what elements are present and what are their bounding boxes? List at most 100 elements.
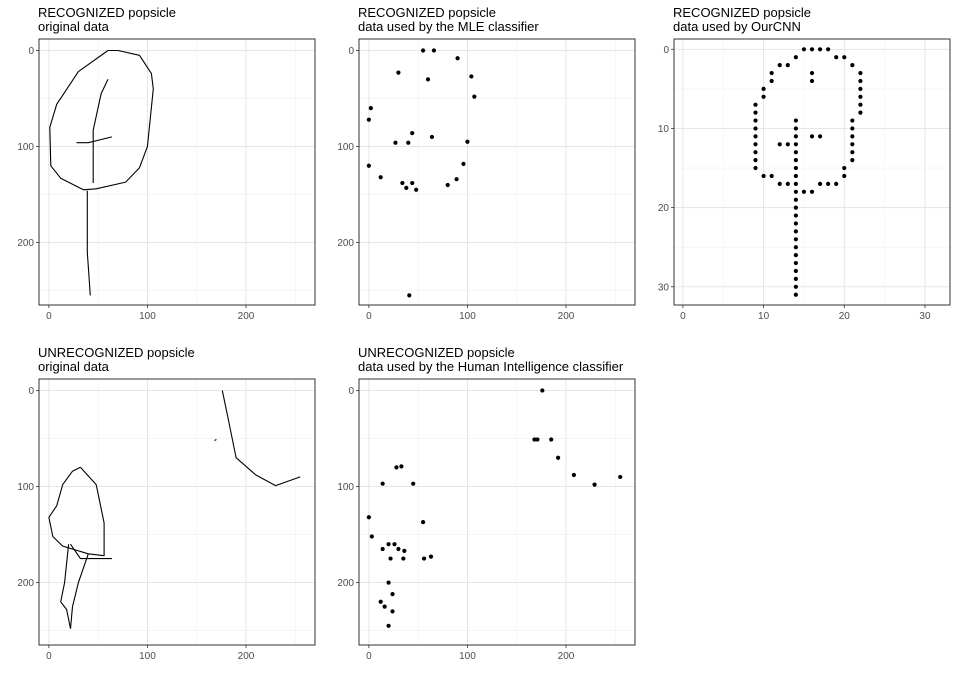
data-point bbox=[386, 580, 391, 585]
data-point bbox=[817, 47, 823, 52]
data-point bbox=[793, 165, 798, 171]
stroke-line bbox=[221, 390, 301, 487]
data-point bbox=[793, 55, 798, 60]
data-point bbox=[394, 465, 399, 470]
chart-subtitle: data used by OurCNN bbox=[673, 19, 801, 34]
data-point bbox=[850, 142, 855, 147]
x-tick-label: 200 bbox=[238, 311, 255, 322]
y-tick-label: 200 bbox=[337, 238, 354, 249]
data-point bbox=[420, 48, 426, 53]
plot-p1: 0 100 200 0 100 200 bbox=[17, 38, 316, 322]
data-point bbox=[842, 55, 847, 60]
data-point bbox=[761, 173, 766, 179]
data-point bbox=[858, 86, 863, 91]
data-point bbox=[469, 74, 474, 79]
stroke-line bbox=[92, 79, 109, 183]
data-point bbox=[753, 150, 758, 155]
data-point bbox=[368, 106, 373, 111]
data-point bbox=[390, 609, 395, 614]
data-point bbox=[366, 515, 371, 520]
y-tick-label: 0 bbox=[28, 46, 34, 57]
stroke-line bbox=[60, 544, 72, 629]
y-tick-label: 100 bbox=[337, 482, 354, 493]
data-point bbox=[761, 94, 766, 99]
data-point bbox=[842, 165, 847, 171]
data-point bbox=[793, 221, 798, 226]
data-point bbox=[455, 56, 460, 61]
data-point bbox=[769, 78, 774, 84]
panel-p1: RECOGNIZED popsicle original data bbox=[38, 6, 318, 326]
data-point bbox=[793, 237, 798, 242]
data-point bbox=[842, 173, 847, 179]
data-point bbox=[858, 110, 863, 115]
data-point bbox=[428, 554, 434, 559]
data-point bbox=[793, 134, 798, 139]
data-point bbox=[793, 268, 798, 274]
stroke-line bbox=[49, 49, 154, 191]
y-tick-label: 100 bbox=[17, 482, 34, 493]
data-point bbox=[386, 623, 391, 628]
data-point bbox=[445, 182, 450, 188]
plot-border bbox=[358, 378, 636, 646]
data-point bbox=[369, 534, 374, 539]
panel-title: RECOGNIZED popsicle data used by OurCNN bbox=[673, 6, 811, 34]
y-tick-label: 0 bbox=[348, 46, 354, 57]
data-point bbox=[817, 181, 823, 186]
data-point bbox=[777, 63, 782, 68]
data-point bbox=[809, 134, 815, 139]
data-point bbox=[388, 556, 393, 561]
chart-subtitle: original data bbox=[38, 19, 109, 34]
x-tick-label: 0 bbox=[366, 311, 372, 322]
chart-subtitle: data used by the Human Intelligence clas… bbox=[358, 359, 624, 374]
data-point bbox=[454, 177, 459, 182]
data-point bbox=[809, 47, 815, 52]
stroke-line bbox=[48, 466, 105, 557]
y-tick-label: 100 bbox=[17, 142, 34, 153]
data-point bbox=[571, 472, 576, 478]
data-point bbox=[793, 205, 798, 210]
x-tick-label: 100 bbox=[459, 311, 476, 322]
data-point bbox=[850, 63, 855, 68]
data-point bbox=[850, 118, 855, 123]
data-point bbox=[753, 118, 758, 123]
data-point bbox=[378, 175, 383, 180]
data-point bbox=[382, 604, 387, 609]
data-point bbox=[556, 455, 561, 460]
data-point bbox=[858, 70, 863, 76]
chart-title: RECOGNIZED popsicle bbox=[358, 5, 496, 20]
data-point bbox=[793, 126, 798, 131]
data-point bbox=[429, 134, 435, 140]
data-point bbox=[793, 292, 798, 297]
data-point bbox=[769, 173, 774, 179]
chart-title: RECOGNIZED popsicle bbox=[673, 5, 811, 20]
data-point bbox=[366, 117, 371, 122]
data-point bbox=[753, 110, 758, 115]
data-point bbox=[461, 161, 466, 166]
data-point bbox=[535, 437, 540, 442]
data-point bbox=[421, 556, 427, 561]
data-point bbox=[793, 189, 798, 194]
data-point bbox=[834, 181, 839, 186]
data-point bbox=[858, 94, 863, 99]
data-point bbox=[817, 134, 823, 139]
data-point bbox=[785, 181, 790, 186]
data-point bbox=[380, 481, 385, 486]
data-point bbox=[801, 47, 807, 52]
plot-p2: 0 100 200 0 100 200 bbox=[337, 38, 636, 322]
data-point bbox=[793, 150, 798, 155]
stroke-line bbox=[69, 553, 89, 629]
data-point bbox=[809, 70, 815, 76]
plot-border bbox=[358, 38, 636, 306]
y-tick-label: 0 bbox=[663, 45, 669, 56]
data-point bbox=[396, 70, 401, 75]
data-point bbox=[793, 260, 798, 266]
x-tick-label: 200 bbox=[238, 651, 255, 662]
x-tick-label: 100 bbox=[139, 651, 156, 662]
data-point bbox=[777, 142, 782, 147]
data-point bbox=[809, 78, 815, 84]
data-point bbox=[386, 542, 391, 547]
data-point bbox=[540, 388, 545, 393]
data-point bbox=[793, 213, 798, 218]
panel-p2: RECOGNIZED popsicle data used by the MLE … bbox=[358, 6, 638, 326]
